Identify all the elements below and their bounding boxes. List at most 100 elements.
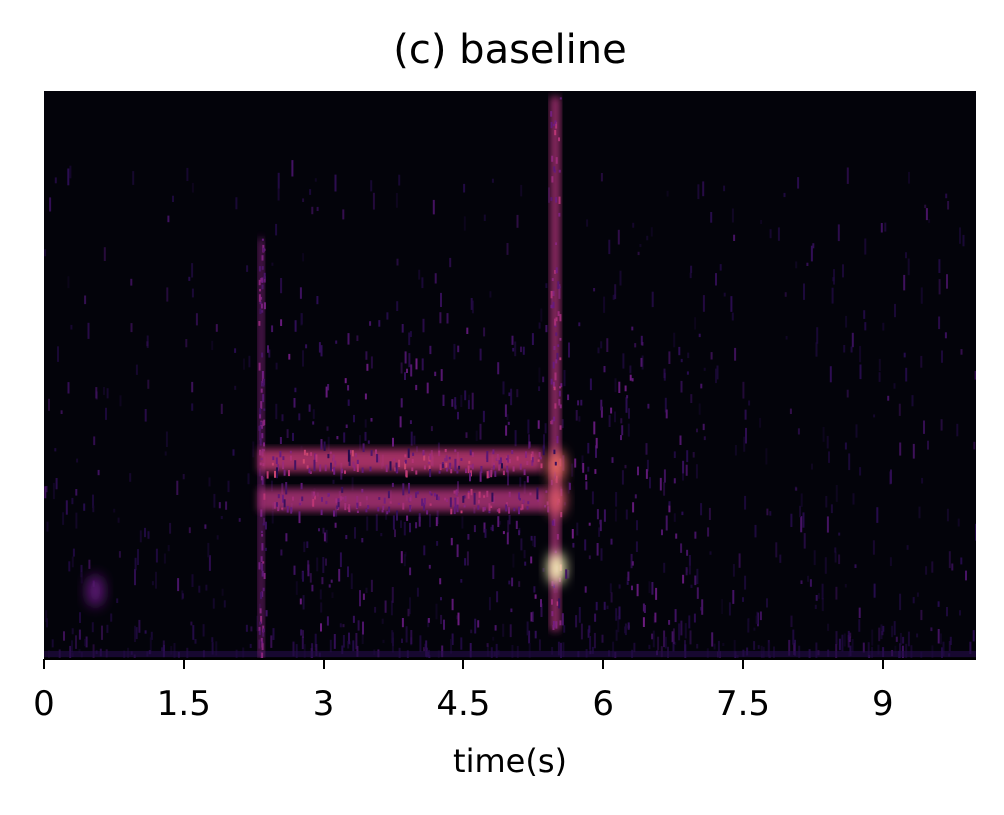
mid-texture: [427, 618, 430, 623]
noise-speck: [430, 426, 433, 432]
band-texture: [559, 97, 562, 100]
noise-speck: [765, 448, 768, 465]
mid-texture: [361, 538, 364, 543]
band-texture: [260, 530, 263, 533]
noise-speck: [471, 300, 474, 314]
mid-texture: [642, 603, 645, 612]
band-texture: [333, 467, 336, 475]
noise-speck: [429, 513, 431, 528]
noise-speck: [864, 322, 867, 331]
band-texture: [556, 352, 559, 360]
band-texture: [301, 496, 304, 502]
hotspot: [547, 552, 566, 585]
noise-speck: [119, 395, 122, 407]
band-texture: [486, 490, 489, 498]
noise-speck: [149, 637, 152, 654]
mid-texture: [694, 531, 697, 539]
band-texture: [550, 378, 553, 385]
band-texture: [367, 505, 370, 509]
band-texture: [378, 497, 381, 500]
noise-speck: [221, 588, 224, 596]
noise-speck: [859, 364, 862, 380]
band-texture: [544, 504, 546, 508]
noise-speck: [351, 477, 354, 491]
noise-speck: [685, 567, 688, 576]
noise-speck: [365, 587, 368, 594]
noise-speck: [713, 643, 716, 650]
band-texture: [437, 496, 440, 501]
noise-speck: [673, 478, 676, 484]
x-axis-label: time(s): [453, 742, 567, 780]
noise-speck: [790, 513, 793, 527]
mid-texture: [595, 437, 598, 449]
noise-speck: [382, 639, 385, 644]
mid-texture: [479, 471, 482, 482]
noise-speck: [646, 459, 649, 472]
band-texture: [460, 458, 463, 461]
mid-texture: [408, 482, 410, 494]
noise-speck: [766, 598, 768, 608]
noise-speck: [747, 618, 750, 623]
mid-texture: [409, 522, 411, 533]
noise-speck: [703, 436, 706, 441]
band-texture: [483, 506, 486, 511]
band-texture: [482, 507, 485, 512]
noise-speck: [409, 597, 411, 615]
mid-texture: [449, 497, 452, 508]
band-texture: [353, 464, 356, 471]
x-tick-mark: [462, 659, 465, 669]
noise-speck: [694, 317, 697, 330]
band-texture: [454, 449, 457, 453]
noise-speck: [316, 296, 319, 305]
band-texture: [560, 512, 563, 518]
noise-speck: [129, 473, 132, 482]
mid-texture: [618, 606, 621, 620]
mid-texture: [450, 537, 453, 546]
band-texture: [314, 495, 316, 500]
noise-speck: [664, 636, 667, 649]
mid-texture: [505, 425, 508, 436]
band-texture: [388, 506, 391, 513]
noise-speck: [744, 409, 747, 420]
band-texture: [356, 502, 359, 509]
noise-speck: [342, 635, 345, 648]
noise-speck: [51, 639, 54, 648]
noise-speck: [191, 403, 194, 411]
band-texture: [502, 470, 505, 476]
band-texture: [261, 266, 264, 270]
noise-speck: [636, 520, 638, 531]
noise-speck: [944, 332, 947, 339]
noise-speck: [400, 362, 403, 374]
mid-texture: [369, 321, 372, 326]
noise-speck: [489, 291, 492, 298]
noise-speck: [45, 486, 48, 493]
noise-speck: [531, 539, 534, 546]
band-texture: [429, 491, 432, 495]
noise-speck: [571, 463, 574, 477]
band-texture: [518, 506, 520, 515]
band-texture: [455, 489, 458, 496]
noise-speck: [457, 481, 459, 494]
noise-speck: [843, 633, 846, 647]
noise-speck: [759, 611, 762, 621]
mid-texture: [618, 381, 621, 393]
noise-speck: [75, 489, 78, 496]
band-texture: [551, 155, 554, 162]
noise-speck: [831, 287, 834, 304]
noise-speck: [410, 431, 413, 446]
noise-speck: [486, 643, 489, 647]
mid-texture: [603, 601, 606, 610]
band-texture: [383, 497, 386, 504]
noise-speck: [507, 470, 509, 486]
noise-speck: [889, 557, 892, 566]
noise-speck: [139, 530, 142, 543]
noise-speck: [709, 551, 712, 555]
noise-speck: [80, 572, 83, 584]
band-texture: [261, 371, 264, 379]
noise-speck: [593, 632, 596, 649]
band-texture: [438, 470, 441, 474]
noise-speck: [878, 372, 881, 382]
noise-speck: [816, 327, 819, 344]
noise-speck: [907, 631, 910, 647]
band-texture: [261, 255, 264, 261]
